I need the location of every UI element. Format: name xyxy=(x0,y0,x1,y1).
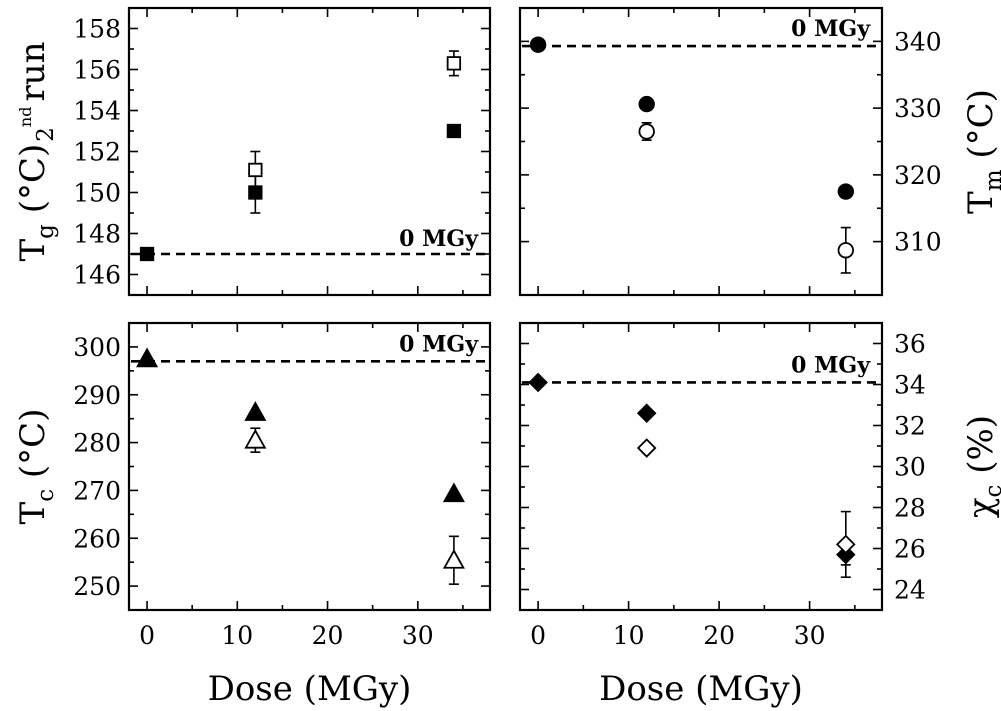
x-tick-label: 10 xyxy=(221,621,253,650)
y-tick-label: 330 xyxy=(894,94,942,123)
x-tick-label: 20 xyxy=(312,621,344,650)
filled-diamond-point xyxy=(528,372,548,393)
y-tick-label: 30 xyxy=(894,453,926,482)
y-title-space xyxy=(13,213,53,224)
reference-label: 0 MGy xyxy=(791,352,871,378)
y-tick-label: 36 xyxy=(894,330,926,359)
y-title-space xyxy=(961,159,1001,170)
plot-frame xyxy=(518,6,884,297)
y-tick-label: 340 xyxy=(894,27,942,56)
y-tick-label: 32 xyxy=(894,412,926,441)
y-title-sub: m xyxy=(981,169,1001,191)
panel-tm: 310 320 330 340 0 MGy Tm (°C) xyxy=(518,6,1001,297)
y-tick-label: 148 xyxy=(73,220,121,249)
open-square-point xyxy=(248,162,263,178)
panel-tc: 0 10 20 30 250 260 270 280 290 300 0 MGy Tc (°C) Dos… xyxy=(13,321,492,709)
y-title-unit: (°C) xyxy=(13,144,53,214)
x-tick-label: 0 xyxy=(139,621,155,650)
y-tick-label: 310 xyxy=(894,228,942,257)
y-title-space xyxy=(961,474,1001,485)
y-tick-label: 290 xyxy=(73,381,121,410)
y-tick-label: 280 xyxy=(73,429,121,458)
open-diamond-point xyxy=(836,534,856,555)
y-title-main: T xyxy=(13,501,53,524)
panel-tg: 146 148 150 152 154 156 158 0 MGy Tg (°C) 2nd run xyxy=(13,6,492,297)
y-tick-label: 24 xyxy=(894,576,926,605)
x-tick-label: 30 xyxy=(794,621,826,650)
filled-square-point xyxy=(139,246,155,262)
x-axis-title: Dose (MGy) xyxy=(599,669,803,709)
filled-triangle-point xyxy=(442,482,465,503)
y-axis-title: Tc (°C) xyxy=(13,409,59,525)
y-title-run-sub: 2 xyxy=(33,127,59,142)
y-title-main: T xyxy=(13,239,53,262)
y-title-run-word: run xyxy=(13,41,53,101)
open-circle-point xyxy=(638,123,655,140)
y-tick-label: 270 xyxy=(73,476,121,505)
filled-circle-point xyxy=(638,95,655,113)
open-circle-point xyxy=(837,242,855,259)
y-tick-label: 152 xyxy=(73,138,121,167)
reference-label: 0 MGy xyxy=(791,16,871,42)
y-title-sub: g xyxy=(33,224,59,239)
y-tick-label: 250 xyxy=(73,572,121,601)
y-tick-label: 26 xyxy=(894,535,926,564)
y-tick-label: 154 xyxy=(73,97,121,126)
open-diamond-point xyxy=(636,438,657,458)
y-tick-label: 28 xyxy=(894,494,926,523)
y-title-unit: (°C) xyxy=(13,409,53,479)
y-axis-title: Tg (°C) 2nd run xyxy=(13,41,59,261)
y-title-run-sup: nd xyxy=(16,107,35,128)
y-tick-label: 320 xyxy=(894,161,942,190)
x-tick-label: 20 xyxy=(703,621,735,650)
y-tick-label: 146 xyxy=(73,261,121,290)
y-axis-title: Tm (°C) xyxy=(961,89,1001,214)
x-tick-label: 10 xyxy=(613,621,645,650)
y-tick-label: 260 xyxy=(73,524,121,553)
filled-triangle-point xyxy=(136,347,159,368)
y-tick-label: 300 xyxy=(73,333,121,362)
panel-xc: 0 10 20 30 24 26 28 30 32 34 36 0 MGy χc (%) Dose (MG… xyxy=(518,321,1001,709)
y-tick-label: 156 xyxy=(73,56,121,85)
reference-label: 0 MGy xyxy=(399,226,479,252)
reference-label: 0 MGy xyxy=(399,331,479,357)
filled-diamond-point xyxy=(636,403,657,423)
x-tick-label: 0 xyxy=(530,621,546,650)
open-square-point xyxy=(446,56,462,71)
x-axis-title: Dose (MGy) xyxy=(208,669,412,709)
y-title-unit: (°C) xyxy=(961,89,1001,159)
open-triangle-point xyxy=(442,548,465,569)
y-tick-label: 34 xyxy=(894,371,926,400)
y-title-main: χ xyxy=(961,497,1001,518)
filled-triangle-point xyxy=(244,401,267,421)
y-tick-label: 158 xyxy=(73,15,121,44)
plot-frame xyxy=(127,321,492,612)
y-title-main: T xyxy=(961,191,1001,214)
y-title-sub: c xyxy=(33,489,59,502)
filled-square-point xyxy=(446,123,462,139)
y-title-space xyxy=(13,478,53,489)
x-tick-label: 30 xyxy=(402,621,434,650)
y-title-unit: (%) xyxy=(961,415,1001,474)
y-tick-label: 150 xyxy=(73,179,121,208)
y-title-sub: c xyxy=(981,485,1001,498)
open-triangle-point xyxy=(244,428,267,449)
filled-circle-point xyxy=(529,36,547,53)
y-axis-title: χc (%) xyxy=(961,415,1001,518)
filled-circle-point xyxy=(837,183,855,200)
